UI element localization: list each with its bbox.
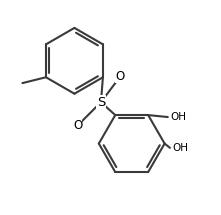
- Text: OH: OH: [170, 112, 186, 122]
- Text: O: O: [73, 119, 82, 132]
- Text: O: O: [115, 70, 125, 83]
- Text: OH: OH: [172, 143, 188, 153]
- Text: S: S: [97, 96, 105, 109]
